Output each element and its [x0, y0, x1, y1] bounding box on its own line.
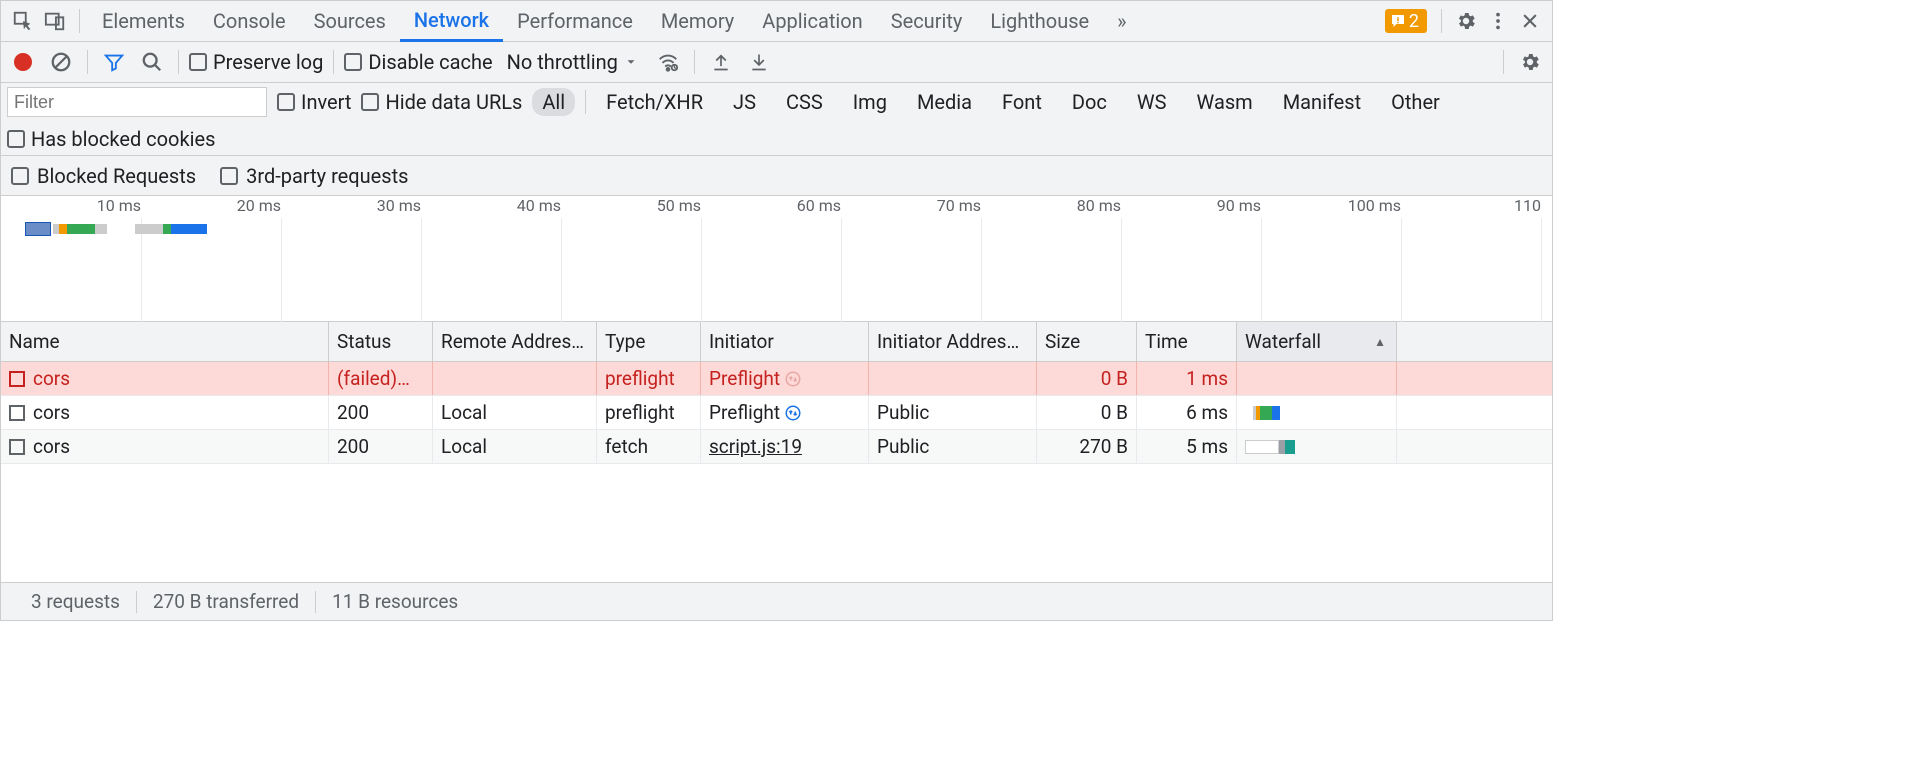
file-icon: [9, 439, 25, 455]
initiator-link[interactable]: script.js:19: [709, 435, 802, 458]
type-filter-media[interactable]: Media: [907, 88, 982, 116]
col-remote-address[interactable]: Remote Addres…: [433, 322, 597, 361]
file-icon: [9, 371, 25, 387]
col-waterfall[interactable]: Waterfall: [1237, 322, 1397, 361]
table-row[interactable]: cors200LocalpreflightPreflight Public0 B…: [1, 396, 1552, 430]
initiator-text: Preflight: [709, 401, 780, 424]
tab-lighthouse[interactable]: Lighthouse: [976, 1, 1103, 42]
record-button[interactable]: [7, 46, 39, 78]
request-name: cors: [33, 401, 70, 424]
export-har-icon[interactable]: [743, 46, 775, 78]
tab-performance[interactable]: Performance: [503, 1, 647, 42]
requests-table: Name Status Remote Addres… Type Initiato…: [1, 322, 1552, 582]
request-name: cors: [33, 435, 70, 458]
has-blocked-cookies-checkbox[interactable]: Has blocked cookies: [7, 127, 215, 151]
timeline-tick: 60 ms: [761, 196, 841, 215]
tab-sources[interactable]: Sources: [300, 1, 400, 42]
timeline-tick: 20 ms: [201, 196, 281, 215]
type-filter-wasm[interactable]: Wasm: [1187, 88, 1263, 116]
settings-icon[interactable]: [1450, 5, 1482, 37]
status-requests: 3 requests: [15, 590, 136, 613]
status-transferred: 270 B transferred: [137, 590, 315, 613]
type-filter-manifest[interactable]: Manifest: [1273, 88, 1371, 116]
type-filter-all[interactable]: All: [532, 88, 575, 116]
overview-bars: [25, 224, 207, 242]
third-party-checkbox[interactable]: 3rd-party requests: [220, 164, 408, 188]
tab-console[interactable]: Console: [199, 1, 300, 42]
type-filter-js[interactable]: JS: [723, 88, 766, 116]
inspect-element-icon[interactable]: [7, 5, 39, 37]
throttling-select[interactable]: No throttling: [499, 50, 646, 74]
col-time[interactable]: Time: [1137, 322, 1237, 361]
col-type[interactable]: Type: [597, 322, 701, 361]
timeline-tick: 10 ms: [61, 196, 141, 215]
filter-input[interactable]: [7, 87, 267, 117]
chevron-down-icon: [624, 55, 638, 69]
blocked-requests-checkbox[interactable]: Blocked Requests: [11, 164, 196, 188]
import-har-icon[interactable]: [705, 46, 737, 78]
filter-bar-2: Blocked Requests 3rd-party requests: [1, 156, 1552, 196]
preflight-icon: [784, 404, 802, 422]
type-filter-other[interactable]: Other: [1381, 88, 1450, 116]
device-toolbar-icon[interactable]: [39, 5, 71, 37]
devtools-tabstrip: ElementsConsoleSourcesNetworkPerformance…: [1, 1, 1552, 42]
issues-badge[interactable]: 2: [1385, 9, 1427, 33]
issues-count: 2: [1409, 11, 1419, 32]
timeline-tick: 110: [1461, 196, 1541, 215]
col-size[interactable]: Size: [1037, 322, 1137, 361]
filter-icon[interactable]: [98, 46, 130, 78]
status-resources: 11 B resources: [316, 590, 474, 613]
col-name[interactable]: Name: [1, 322, 329, 361]
table-row[interactable]: cors(failed)…preflightPreflight 0 B1 ms: [1, 362, 1552, 396]
type-filter-img[interactable]: Img: [843, 88, 897, 116]
timeline-tick: 40 ms: [481, 196, 561, 215]
invert-checkbox[interactable]: Invert: [277, 90, 351, 114]
overview-timeline[interactable]: 10 ms 20 ms 30 ms 40 ms 50 ms 60 ms 70 ms 80 ms…: [1, 196, 1552, 322]
col-initiator[interactable]: Initiator: [701, 322, 869, 361]
timeline-tick: 70 ms: [901, 196, 981, 215]
col-waterfall-extra[interactable]: [1397, 322, 1552, 361]
close-devtools-icon[interactable]: [1514, 5, 1546, 37]
kebab-menu-icon[interactable]: [1482, 5, 1514, 37]
timeline-tick: 80 ms: [1041, 196, 1121, 215]
timeline-tick: 30 ms: [341, 196, 421, 215]
type-filter-css[interactable]: CSS: [776, 88, 833, 116]
request-name: cors: [33, 367, 70, 390]
filter-bar: Invert Hide data URLs All Fetch/XHR JS CSS I…: [1, 83, 1552, 156]
file-icon: [9, 405, 25, 421]
timeline-tick: 50 ms: [621, 196, 701, 215]
type-filter-ws[interactable]: WS: [1127, 88, 1177, 116]
panel-tabs: ElementsConsoleSourcesNetworkPerformance…: [88, 1, 1103, 42]
network-settings-icon[interactable]: [1514, 46, 1546, 78]
type-filter-doc[interactable]: Doc: [1062, 88, 1117, 116]
search-icon[interactable]: [136, 46, 168, 78]
table-body: cors(failed)…preflightPreflight 0 B1 msc…: [1, 362, 1552, 582]
table-row[interactable]: cors200Localfetchscript.js:19Public270 B…: [1, 430, 1552, 464]
type-filter-fetchxhr[interactable]: Fetch/XHR: [596, 88, 713, 116]
col-status[interactable]: Status: [329, 322, 433, 361]
status-bar: 3 requests 270 B transferred 11 B resour…: [1, 582, 1552, 620]
clear-icon[interactable]: [45, 46, 77, 78]
hide-data-urls-checkbox[interactable]: Hide data URLs: [361, 90, 522, 114]
network-conditions-icon[interactable]: [652, 46, 684, 78]
initiator-text: Preflight: [709, 367, 780, 390]
preserve-log-checkbox[interactable]: Preserve log: [189, 50, 323, 74]
timeline-tick: 90 ms: [1181, 196, 1261, 215]
type-filter-font[interactable]: Font: [992, 88, 1052, 116]
disable-cache-checkbox[interactable]: Disable cache: [344, 50, 492, 74]
tab-security[interactable]: Security: [877, 1, 977, 42]
more-tabs-button[interactable]: »: [1103, 1, 1140, 42]
timeline-tick: 100 ms: [1321, 196, 1401, 215]
tab-elements[interactable]: Elements: [88, 1, 199, 42]
col-initiator-address[interactable]: Initiator Addres…: [869, 322, 1037, 361]
tab-memory[interactable]: Memory: [647, 1, 748, 42]
preflight-icon: [784, 370, 802, 388]
network-toolbar: Preserve log Disable cache No throttling: [1, 42, 1552, 83]
table-header: Name Status Remote Addres… Type Initiato…: [1, 322, 1552, 362]
separator: [1441, 9, 1442, 33]
tab-network[interactable]: Network: [400, 1, 503, 42]
tab-application[interactable]: Application: [748, 1, 876, 42]
separator: [79, 9, 80, 33]
